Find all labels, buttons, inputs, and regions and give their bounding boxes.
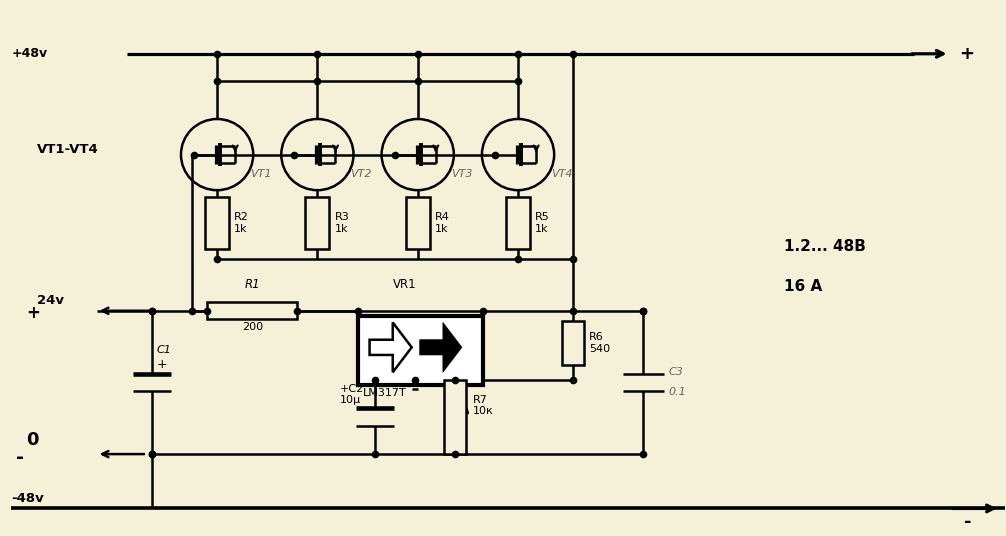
- FancyBboxPatch shape: [306, 197, 329, 249]
- Text: 0.1: 0.1: [669, 388, 686, 397]
- Text: 200: 200: [241, 322, 263, 332]
- Text: R3
1k: R3 1k: [334, 212, 349, 234]
- FancyBboxPatch shape: [445, 380, 467, 454]
- Text: VT4: VT4: [551, 169, 572, 180]
- FancyBboxPatch shape: [562, 321, 584, 365]
- Text: R6
540: R6 540: [590, 332, 611, 354]
- Text: VT3: VT3: [451, 169, 473, 180]
- Text: +48v: +48v: [11, 47, 47, 60]
- Text: C3: C3: [669, 368, 683, 377]
- Text: +: +: [157, 358, 168, 370]
- Text: VR1: VR1: [393, 278, 417, 291]
- Text: -: -: [965, 513, 972, 531]
- Text: VT1-VT4: VT1-VT4: [36, 143, 99, 156]
- Text: -: -: [16, 448, 24, 466]
- Text: VT2: VT2: [350, 169, 372, 180]
- Text: +: +: [26, 304, 40, 322]
- Text: 16 А: 16 А: [784, 279, 822, 294]
- Text: R7
10к: R7 10к: [473, 395, 493, 416]
- Text: 24v: 24v: [36, 294, 63, 307]
- Text: +C2
10μ: +C2 10μ: [340, 384, 364, 405]
- Text: 1.2... 48В: 1.2... 48В: [784, 239, 866, 254]
- Text: 0: 0: [26, 431, 39, 449]
- Text: R5
1k: R5 1k: [535, 212, 550, 234]
- Text: R2
1k: R2 1k: [234, 212, 249, 234]
- Text: +: +: [960, 45, 975, 63]
- FancyBboxPatch shape: [506, 197, 530, 249]
- Text: -48v: -48v: [11, 492, 44, 504]
- FancyBboxPatch shape: [405, 197, 430, 249]
- Text: R4
1k: R4 1k: [435, 212, 450, 234]
- Text: C1: C1: [157, 345, 172, 355]
- FancyBboxPatch shape: [207, 302, 298, 319]
- Text: LM317T: LM317T: [362, 388, 406, 398]
- Polygon shape: [420, 323, 462, 372]
- Text: VT1: VT1: [250, 169, 272, 180]
- FancyBboxPatch shape: [205, 197, 229, 249]
- FancyBboxPatch shape: [357, 316, 483, 385]
- Text: R1: R1: [244, 278, 260, 291]
